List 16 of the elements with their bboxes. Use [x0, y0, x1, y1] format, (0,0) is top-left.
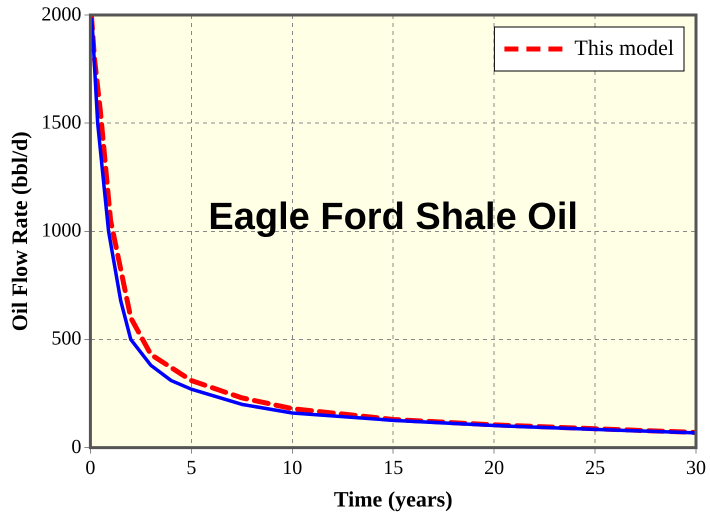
y-tick-label: 500 — [51, 328, 82, 350]
x-tick-label: 20 — [484, 456, 504, 479]
annotation: Eagle Ford Shale Oil — [208, 196, 578, 238]
x-tick-label: 30 — [686, 456, 706, 479]
x-tick-label: 15 — [383, 456, 404, 479]
legend-label: This model — [574, 34, 674, 60]
y-tick-label: 0 — [71, 436, 82, 458]
x-tick-label: 5 — [186, 456, 196, 479]
y-tick-label: 1000 — [41, 220, 82, 242]
x-tick-label: 10 — [282, 456, 302, 479]
x-axis-title: Time (years) — [334, 486, 453, 512]
x-tick-label: 0 — [85, 456, 96, 479]
x-tick-label: 25 — [585, 456, 606, 479]
y-tick-label: 1500 — [41, 111, 82, 134]
y-axis-title: Oil Flow Rate (bbl/d) — [6, 131, 32, 332]
y-tick-label: 2000 — [41, 3, 82, 26]
